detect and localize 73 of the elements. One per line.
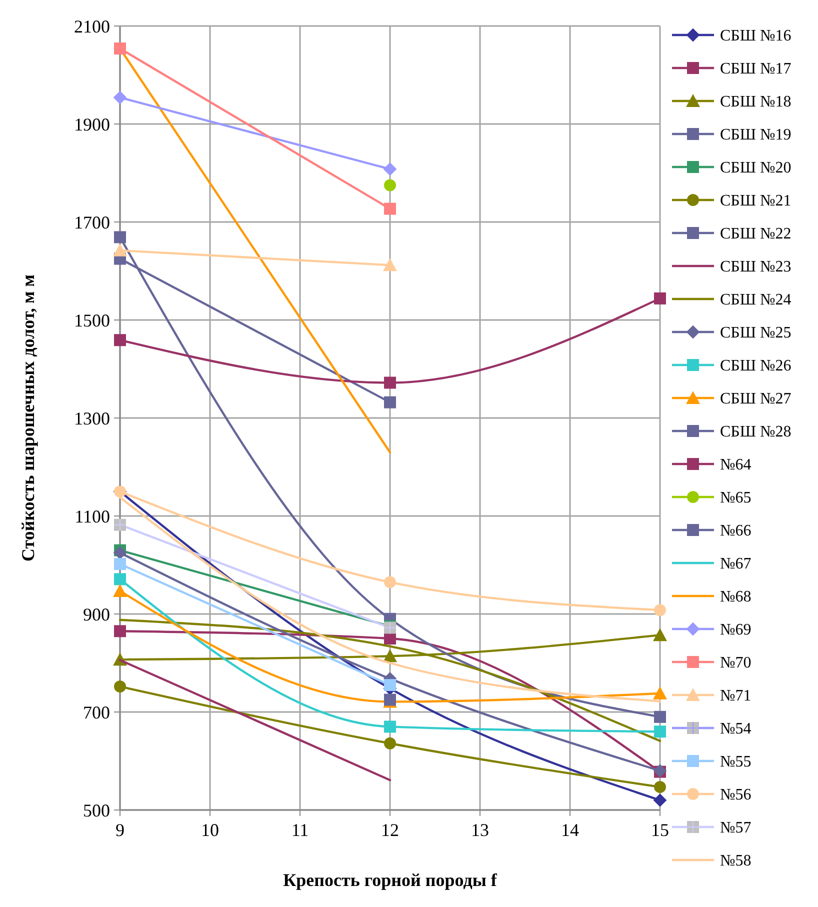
legend-label: №58: [720, 852, 752, 870]
legend-label: СБШ №16: [720, 28, 792, 45]
point: [114, 91, 126, 104]
legend-label: СБШ №21: [720, 192, 792, 210]
point: [114, 231, 126, 244]
y-tick-label: 500: [83, 800, 110, 820]
point: [384, 576, 396, 588]
point: [114, 334, 126, 346]
point: [653, 686, 667, 700]
point: [654, 794, 666, 807]
point: [384, 202, 396, 215]
point: [654, 726, 666, 738]
x-tick-label: 9: [116, 820, 124, 840]
legend-label: СБШ №19: [720, 126, 792, 144]
point: [114, 42, 126, 55]
legend-label: №65: [720, 490, 752, 507]
y-axis-title: Стойкость шарошечных долот, м м: [18, 274, 38, 562]
y-tick-label: 1700: [74, 212, 110, 232]
legend-label: №64: [720, 456, 752, 474]
legend-label: №55: [720, 754, 752, 771]
point: [114, 573, 126, 586]
x-tick-label: 14: [561, 820, 579, 840]
x-tick-label: 15: [651, 820, 669, 840]
point: [384, 737, 396, 750]
point: [114, 546, 126, 560]
point: [653, 628, 667, 642]
y-tick-label: 1300: [74, 408, 110, 428]
legend-label: №57: [720, 820, 752, 837]
legend-label: СБШ №28: [720, 424, 792, 441]
x-tick-label: 13: [471, 820, 489, 840]
point: [384, 396, 396, 408]
y-tick-label: 900: [83, 604, 110, 624]
point: [654, 604, 666, 616]
point: [113, 584, 127, 597]
legend-label: №54: [720, 720, 752, 738]
legend-label: СБШ №25: [720, 324, 792, 342]
legend-label: СБШ №26: [720, 358, 792, 375]
x-tick-label: 11: [291, 820, 309, 840]
point: [384, 632, 396, 644]
point: [114, 625, 126, 638]
point: [384, 679, 396, 692]
legend-label: №56: [720, 786, 752, 804]
point: [654, 710, 666, 723]
point: [384, 162, 396, 176]
legend-label: СБШ №18: [720, 94, 792, 111]
legend-label: СБШ №20: [720, 160, 792, 177]
legend-label: №68: [720, 588, 752, 606]
y-tick-label: 1100: [74, 506, 110, 526]
x-tick-label: 10: [201, 820, 219, 840]
x-tick-label: 12: [381, 820, 399, 840]
legend-label: №71: [720, 688, 752, 705]
point: [384, 179, 396, 192]
point: [114, 680, 126, 693]
legend-label: №69: [720, 622, 752, 639]
x-axis-title: Крепость горной породы f: [283, 870, 498, 890]
y-tick-label: 700: [83, 702, 110, 722]
legend-label: СБШ №27: [720, 390, 792, 408]
point: [384, 720, 396, 733]
y-tick-label: 2100: [74, 16, 110, 36]
point: [654, 780, 666, 793]
point: [384, 376, 396, 389]
point: [114, 558, 126, 570]
legend-label: №70: [720, 654, 752, 672]
point: [654, 292, 666, 304]
legend-label: №67: [720, 556, 752, 573]
legend-label: СБШ №17: [720, 60, 792, 78]
legend-label: №66: [720, 522, 752, 540]
legend-label: СБШ №24: [720, 292, 792, 309]
y-tick-label: 1900: [74, 114, 110, 134]
legend-label: СБШ №22: [720, 226, 792, 243]
point: [383, 649, 397, 662]
y-tick-label: 1500: [74, 310, 110, 330]
legend-label: СБШ №23: [720, 258, 792, 276]
